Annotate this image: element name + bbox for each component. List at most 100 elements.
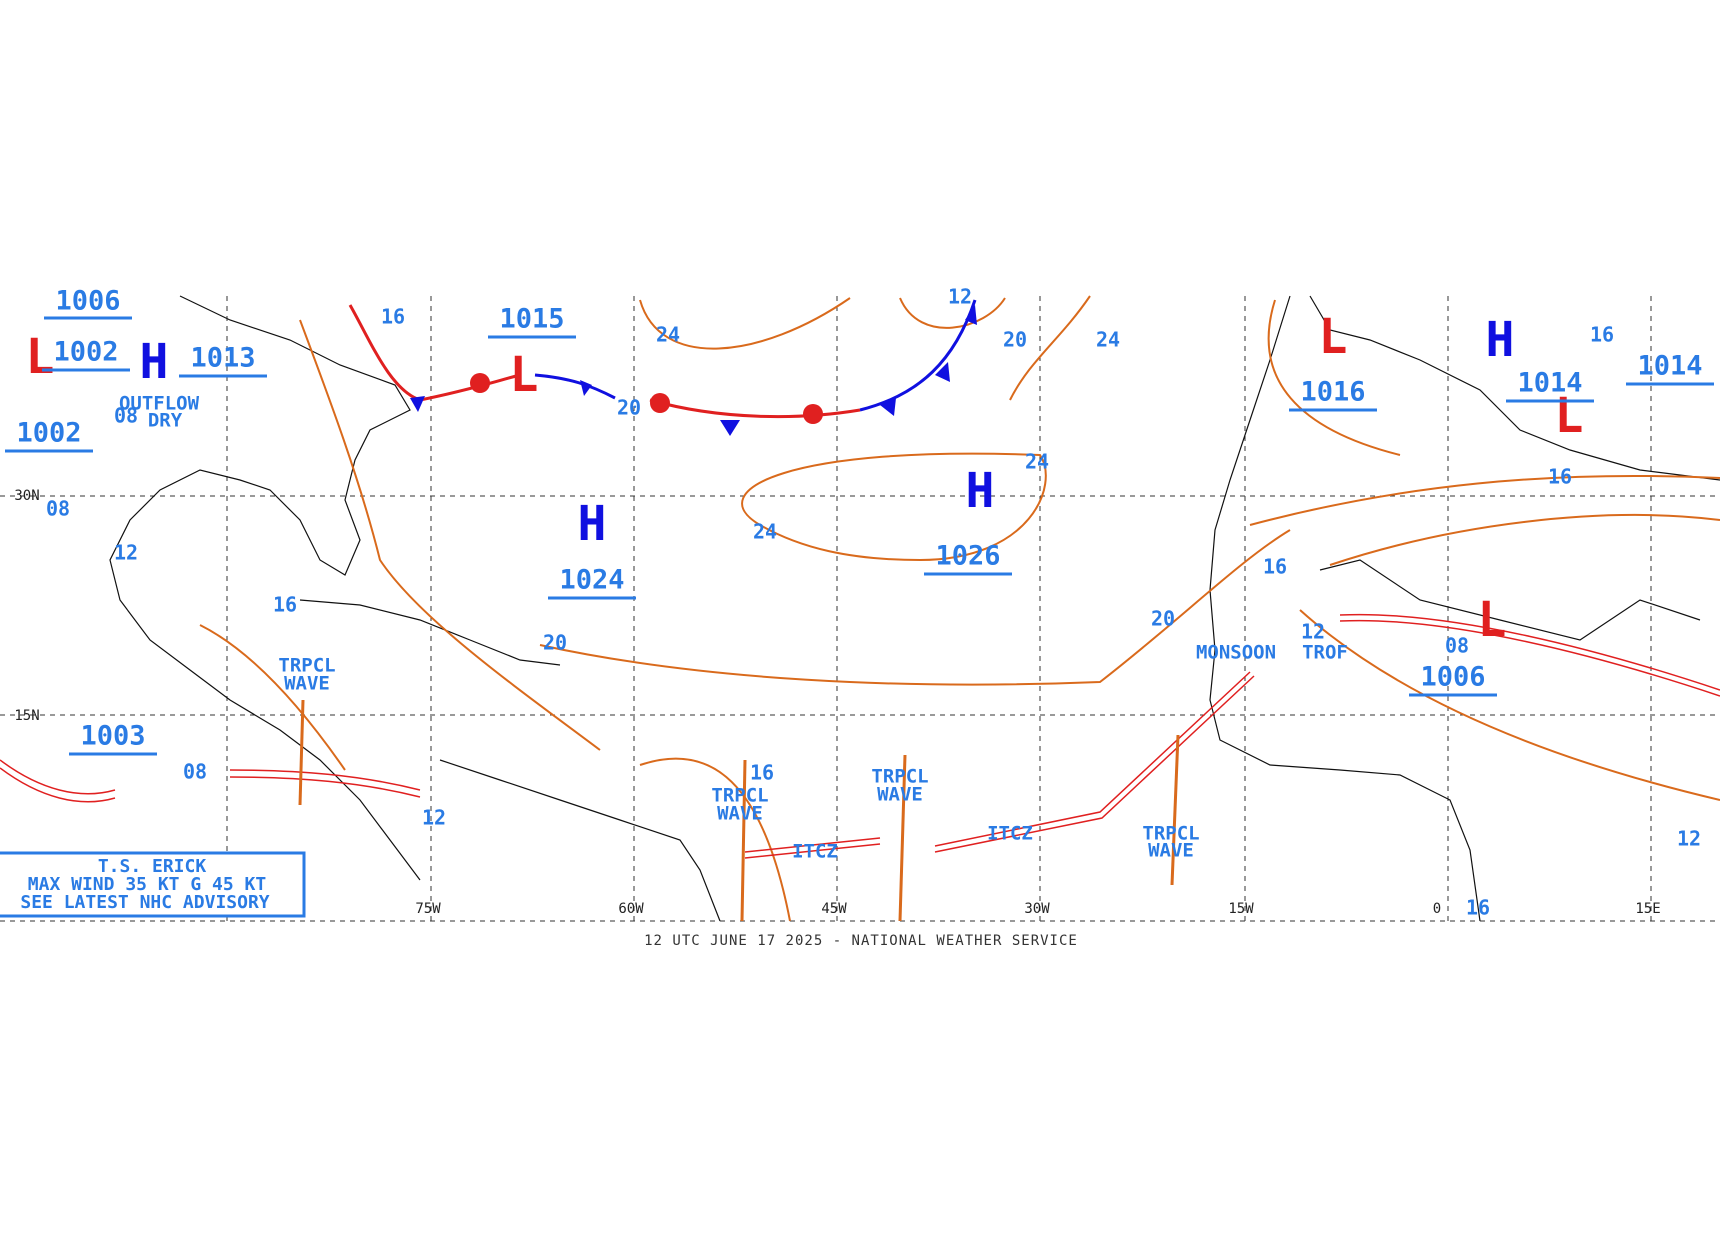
warm-front	[649, 398, 861, 419]
warm-front	[348, 304, 421, 402]
isobar	[199, 624, 346, 771]
feature-label: TRPCL	[711, 785, 768, 807]
isobar-label: 20	[543, 631, 567, 655]
tropical-wave	[298, 699, 305, 806]
isobar	[639, 757, 791, 922]
isobar	[299, 319, 601, 751]
trough	[229, 769, 421, 798]
isobar-label: 16	[1590, 323, 1614, 347]
coastlines	[109, 295, 1720, 922]
low-symbol: L	[26, 329, 55, 385]
feature-label: WAVE	[717, 803, 763, 825]
high-symbol: H	[578, 496, 607, 552]
isobar-label: 08	[1445, 634, 1469, 658]
isobar-label: 16	[1548, 465, 1572, 489]
coast	[1209, 295, 1481, 922]
coordinate-labels: 75W 60W 45W 30W 15W 0 15E 30N 15N	[14, 488, 1660, 917]
trough	[0, 759, 116, 803]
isobar-label: 20	[1003, 328, 1027, 352]
graticule	[0, 296, 1720, 922]
feature-label: TRPCL	[278, 655, 335, 677]
isobar	[1299, 609, 1720, 801]
storm-text: T.S. ERICK	[98, 856, 207, 877]
high-symbol: H	[140, 334, 169, 390]
low-symbol: L	[1555, 388, 1584, 444]
longitude-label: 75W	[415, 901, 441, 917]
front-symbol	[803, 404, 823, 424]
isobar-label: 08	[183, 760, 207, 784]
isobar	[639, 297, 851, 350]
feature-label: OUTFLOW	[119, 393, 200, 415]
isobar-label: 20	[617, 396, 641, 420]
feature-label: TRPCL	[1142, 823, 1199, 845]
pressure-value: 1015	[499, 304, 564, 335]
latitude-label: 30N	[14, 488, 39, 504]
tropical-wave	[1170, 734, 1180, 886]
low-symbol: L	[1319, 309, 1348, 365]
high-symbol: H	[1486, 312, 1515, 368]
cold-front	[859, 299, 977, 412]
front-symbol	[880, 398, 896, 416]
isobar-label: 16	[273, 593, 297, 617]
front-symbol	[720, 420, 740, 436]
feature-label: DRY	[148, 410, 183, 432]
tropical-wave	[740, 759, 747, 922]
feature-label: WAVE	[1148, 840, 1194, 862]
front-symbol	[650, 393, 670, 413]
isobar-label: 12	[114, 541, 138, 565]
isobar-label: 24	[656, 323, 680, 347]
isobar-label: 12	[948, 285, 972, 309]
warm-front	[419, 373, 521, 402]
storm-text: MAX WIND 35 KT G 45 KT	[28, 874, 267, 895]
front-symbol	[410, 396, 425, 412]
tropical-waves	[298, 699, 1180, 922]
longitude-label: 15W	[1228, 901, 1254, 917]
coast	[109, 295, 421, 881]
isobar-label: 16	[1466, 896, 1490, 920]
itcz-line	[744, 837, 881, 859]
isobar	[1009, 295, 1091, 401]
isobar-label: 16	[750, 761, 774, 785]
low-symbol: L	[1478, 592, 1507, 648]
feature-label: ITCZ	[987, 823, 1033, 845]
longitude-label: 60W	[618, 901, 644, 917]
latitude-label: 15N	[14, 708, 39, 724]
feature-label: ITCZ	[792, 841, 838, 863]
tropical-wave	[898, 754, 907, 922]
pressure-value: 1003	[80, 721, 145, 752]
feature-label: WAVE	[877, 784, 923, 806]
coast	[439, 759, 721, 922]
storm-box: T.S. ERICK MAX WIND 35 KT G 45 KT SEE LA…	[0, 851, 306, 918]
storm-box-frame	[0, 851, 306, 918]
front-symbol	[470, 373, 490, 393]
pressure-centers: H H H H L L L L L	[26, 309, 1584, 648]
isobar	[539, 529, 1291, 686]
longitude-label: 0	[1433, 901, 1441, 917]
isobar-label: 08	[46, 497, 70, 521]
front-symbol	[580, 380, 592, 396]
fronts	[348, 299, 977, 436]
low-symbol: L	[510, 347, 539, 403]
feature-label: MONSOON	[1196, 642, 1276, 664]
pressure-value: 1016	[1300, 377, 1365, 408]
pressure-values: 1024 1026 1013 1014 1015 1016 1006 1014 …	[5, 286, 1714, 756]
isobar-label: 20	[1151, 607, 1175, 631]
isobar-labels: 24 20 24 24 24 20 16 12 20 20 16 12 08 16 12 08 16 16 12 16…	[46, 285, 1701, 920]
isobar-label: 08	[114, 404, 138, 428]
front-symbol	[935, 362, 950, 382]
high-symbol: H	[966, 463, 995, 519]
map-footer: 12 UTC JUNE 17 2025 - NATIONAL WEATHER S…	[644, 933, 1078, 949]
pressure-value: 1026	[935, 541, 1000, 572]
isobar	[1329, 514, 1720, 566]
front-symbol	[965, 305, 977, 325]
itcz	[0, 613, 1720, 859]
isobar-label: 16	[381, 305, 405, 329]
coast	[1309, 295, 1720, 481]
feature-label: WAVE	[284, 673, 330, 695]
isobar-label: 24	[1025, 450, 1049, 474]
coast	[299, 599, 561, 666]
longitude-label: 30W	[1024, 901, 1050, 917]
pressure-value: 1002	[16, 418, 81, 449]
pressure-value: 1024	[559, 565, 624, 596]
